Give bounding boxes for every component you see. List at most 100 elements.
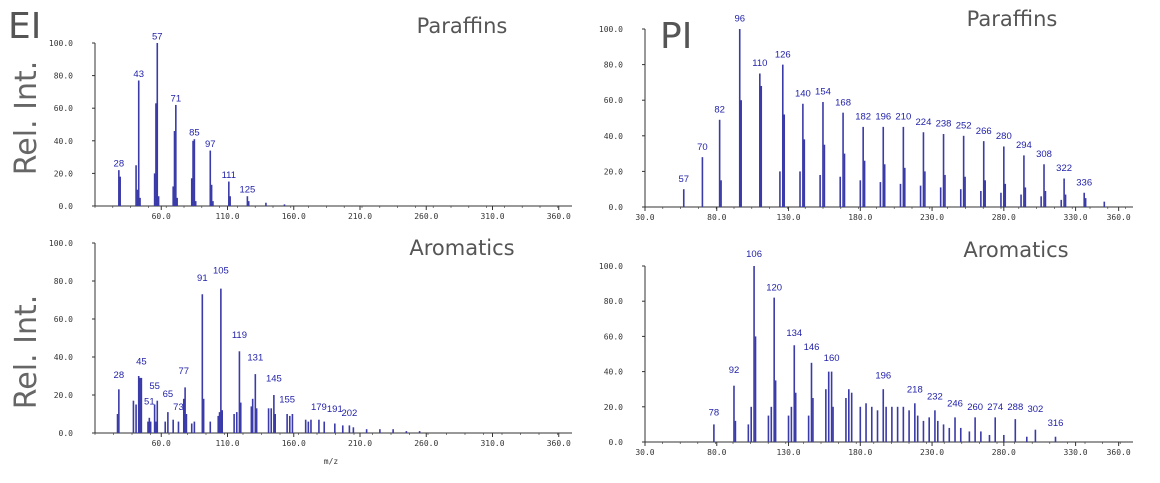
peak-label: 125: [239, 185, 255, 196]
x-tick-label: 80.0: [707, 213, 726, 222]
peak-label: 274: [987, 402, 1003, 413]
x-tick-label: 260.0: [414, 212, 438, 221]
peak-label: 146: [804, 342, 820, 353]
x-tick-label: 360.0: [547, 439, 571, 448]
peak-label: 168: [835, 97, 851, 108]
pi-label: PI: [660, 16, 692, 57]
x-tick-label: 80.0: [707, 448, 726, 457]
peak-label: 43: [133, 69, 144, 80]
peak-label: 280: [996, 131, 1012, 142]
x-tick-label: 180.0: [848, 448, 872, 457]
x-tick-label: 330.0: [1064, 213, 1088, 222]
peak-label: 91: [197, 273, 208, 284]
peak-label: 316: [1048, 418, 1064, 429]
peak-label: 260: [967, 402, 983, 413]
peak-label: 28: [114, 159, 125, 170]
x-tick-label: 310.0: [480, 212, 504, 221]
x-tick-label: 60.0: [152, 439, 171, 448]
x-tick-label: 30.0: [635, 213, 654, 222]
y-tick-label: 80.0: [604, 297, 623, 306]
peak-label: 246: [947, 399, 963, 410]
x-axis-label: m/z: [324, 457, 339, 466]
x-tick-label: 230.0: [920, 448, 944, 457]
peak-label: 85: [189, 128, 200, 139]
peak-label: 196: [875, 370, 891, 381]
y-tick-label: 60.0: [54, 315, 73, 324]
peak-label: 73: [173, 402, 184, 413]
y-tick-label: 0.0: [609, 203, 624, 212]
peak-label: 65: [163, 389, 174, 400]
peak-label: 160: [824, 353, 840, 364]
y-tick-label: 20.0: [604, 403, 623, 412]
peak-label: 131: [247, 353, 263, 364]
y-tick-label: 0.0: [59, 202, 74, 211]
peak-label: 119: [232, 330, 247, 341]
x-tick-label: 360.0: [1107, 213, 1131, 222]
x-tick-label: 180.0: [848, 213, 872, 222]
peak-label: 106: [746, 249, 762, 260]
x-tick-label: 160.0: [282, 439, 306, 448]
panel-title: Aromatics: [963, 238, 1068, 262]
peak-label: 111: [222, 170, 236, 181]
peak-label: 82: [714, 104, 725, 115]
peak-label: 145: [266, 374, 282, 385]
peak-label: 126: [775, 49, 791, 60]
peak-label: 140: [795, 88, 811, 99]
x-tick-label: 130.0: [776, 213, 800, 222]
peak-label: 218: [907, 384, 923, 395]
peak-label: 266: [976, 126, 992, 137]
peak-label: 191: [327, 404, 343, 415]
peak-label: 28: [114, 370, 125, 381]
peak-label: 96: [734, 14, 745, 25]
y-tick-label: 40.0: [604, 132, 623, 141]
chart-ei-paraffins: Paraffins 0.0 20.0 40.0 60.0 80.0 100.0 60.0 110…: [49, 14, 572, 221]
y-tick-label: 80.0: [604, 61, 623, 70]
peak-label: 78: [709, 407, 720, 418]
ei-label: EI: [8, 6, 41, 47]
peak-label: 134: [786, 328, 802, 339]
x-tick-label: 130.0: [776, 448, 800, 457]
peak-label: 57: [678, 174, 689, 185]
x-tick-label: 230.0: [920, 213, 944, 222]
y-tick-label: 100.0: [599, 25, 623, 34]
y-axis-label-bottom: Rel. Int.: [9, 295, 44, 410]
peak-label: 224: [916, 117, 932, 128]
panel-title: Paraffins: [967, 7, 1058, 31]
peak-label: 322: [1056, 163, 1072, 174]
x-tick-label: 280.0: [992, 448, 1016, 457]
y-tick-label: 60.0: [604, 96, 623, 105]
peak-label: 97: [205, 139, 216, 150]
x-tick-label: 60.0: [152, 212, 171, 221]
y-tick-label: 20.0: [604, 167, 623, 176]
y-tick-label: 80.0: [54, 277, 73, 286]
peak-label: 252: [956, 120, 972, 131]
peak-label: 179: [311, 402, 327, 413]
x-tick-label: 260.0: [414, 439, 438, 448]
chart-ei-aromatics: Aromatics 0.0 20.0 40.0 60.0 80.0 100.0 60.0 110…: [49, 236, 572, 448]
peak-label: 110: [752, 58, 767, 69]
y-tick-label: 0.0: [59, 429, 74, 438]
panel-title: Paraffins: [417, 14, 508, 38]
peak-label: 308: [1036, 149, 1052, 160]
peak-label: 288: [1007, 402, 1023, 413]
x-tick-label: 210.0: [348, 439, 372, 448]
y-tick-label: 100.0: [49, 239, 73, 248]
chart-pi-aromatics: Aromatics 0.0 20.0 40.0 60.0 80.0 100.0 30.0 80.…: [599, 238, 1133, 457]
y-tick-label: 40.0: [54, 137, 73, 146]
x-tick-label: 160.0: [282, 212, 306, 221]
peak-label: 202: [341, 408, 357, 419]
peak-label: 71: [171, 93, 182, 104]
peak-label: 70: [697, 142, 708, 153]
y-tick-label: 20.0: [54, 169, 73, 178]
y-tick-label: 80.0: [54, 72, 73, 81]
x-tick-label: 280.0: [992, 213, 1016, 222]
chart-pi-paraffins: Paraffins 0.0 20.0 40.0 60.0 80.0 100.0 30.0 80.…: [599, 7, 1133, 222]
x-tick-label: 210.0: [348, 212, 372, 221]
y-tick-label: 60.0: [604, 332, 623, 341]
x-tick-label: 110.0: [215, 439, 239, 448]
peak-label: 238: [936, 119, 952, 130]
peak-label: 154: [815, 87, 831, 98]
x-tick-label: 360.0: [1107, 448, 1131, 457]
peak-label: 55: [149, 381, 160, 392]
